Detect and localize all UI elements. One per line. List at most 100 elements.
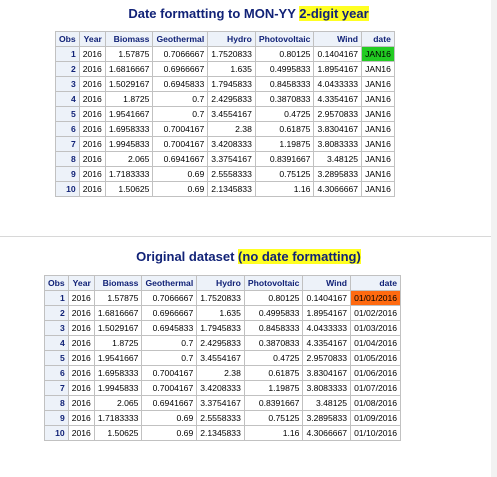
obs-cell: 8: [55, 151, 80, 167]
table-cell: 2.4295833: [196, 335, 245, 351]
table-cell: 01/07/2016: [350, 380, 402, 396]
table-cell: 0.6966667: [141, 305, 198, 321]
table-cell: 1.57875: [93, 290, 143, 306]
table-cell: 2016: [78, 181, 106, 197]
table-cell: 01/08/2016: [350, 395, 402, 411]
table2-title: Original dataset (no date formatting): [0, 249, 497, 264]
table-row: 4 2016 1.8725 0.7 2.4295833 0.3870833 4.335416…: [55, 91, 395, 107]
obs-cell: 5: [55, 106, 80, 122]
obs-cell: 4: [55, 91, 80, 107]
table-cell: 2016: [78, 121, 106, 137]
obs-cell: 2: [44, 305, 69, 321]
table-cell: 1.7520833: [196, 290, 245, 306]
table-cell: 3.8304167: [302, 365, 352, 381]
table-cell: 0.7: [141, 350, 198, 366]
table-cell: 2.4295833: [207, 91, 256, 107]
table-cell: JAN16: [361, 166, 395, 182]
table-cell: 2016: [67, 380, 95, 396]
table-cell: 4.3066667: [302, 425, 352, 441]
table-cell: 1.19875: [243, 380, 304, 396]
table-cell: 2016: [67, 305, 95, 321]
table-cell: 3.4208333: [196, 380, 245, 396]
table-cell: 3.4554167: [207, 106, 256, 122]
column-header: date: [361, 31, 395, 47]
table-row: 5 2016 1.9541667 0.7 3.4554167 0.4725 2.957083…: [55, 106, 395, 122]
table-cell: 3.4208333: [207, 136, 256, 152]
table-cell: 2016: [67, 365, 95, 381]
scrollbar-track[interactable]: [491, 0, 497, 477]
column-header: Obs: [44, 275, 69, 291]
table-cell: 01/05/2016: [350, 350, 402, 366]
table-cell: 01/01/2016: [350, 290, 402, 306]
table-cell: 1.635: [196, 305, 245, 321]
table-cell: 0.4995833: [254, 61, 315, 77]
table-cell: 1.16: [254, 181, 315, 197]
obs-cell: 10: [55, 181, 80, 197]
table-cell: 2016: [67, 350, 95, 366]
formatted-date-table: Obs Year Biomass Geothermal Hydro Photovoltai…: [55, 31, 395, 197]
table-cell: 1.6958333: [104, 121, 154, 137]
table-cell: 1.5029167: [104, 76, 154, 92]
table1-title: Date formatting to MON-YY 2-digit year: [0, 6, 497, 21]
column-header: Photovoltaic: [243, 275, 304, 291]
table-cell: 0.69: [141, 410, 198, 426]
table-cell: 4.0433333: [302, 320, 352, 336]
table-cell: 1.7183333: [93, 410, 143, 426]
table-cell: 2016: [67, 425, 95, 441]
column-header: Photovoltaic: [254, 31, 315, 47]
table-row: 10 2016 1.50625 0.69 2.1345833 1.16 4.3066667 J…: [55, 181, 395, 197]
column-header: Biomass: [93, 275, 143, 291]
table-cell: 3.2895833: [302, 410, 352, 426]
table-row: 1 2016 1.57875 0.7066667 1.7520833 0.80125 0.1…: [44, 290, 402, 306]
table-cell: 1.9945833: [104, 136, 154, 152]
table-cell: 0.7066667: [152, 46, 209, 62]
table-cell: 2016: [67, 410, 95, 426]
table-cell: 3.4554167: [196, 350, 245, 366]
table-cell: JAN16: [361, 181, 395, 197]
table-cell: JAN16: [361, 121, 395, 137]
table2-title-text: Original dataset: [136, 249, 235, 264]
table-cell: 1.57875: [104, 46, 154, 62]
table-cell: 0.8391667: [243, 395, 304, 411]
table-cell: JAN16: [361, 76, 395, 92]
obs-cell: 1: [44, 290, 69, 306]
table-cell: 4.3354167: [313, 91, 363, 107]
table-cell: 0.75125: [243, 410, 304, 426]
table1-title-text: Date formatting to MON-YY: [128, 6, 300, 21]
obs-cell: 7: [44, 380, 69, 396]
table-row: 6 2016 1.6958333 0.7004167 2.38 0.61875 3.8304…: [44, 365, 402, 381]
table-row: 3 2016 1.5029167 0.6945833 1.7945833 0.845833…: [44, 320, 402, 336]
table-cell: 3.3754167: [196, 395, 245, 411]
table-cell: 0.69: [141, 425, 198, 441]
table-row: 4 2016 1.8725 0.7 2.4295833 0.3870833 4.335416…: [44, 335, 402, 351]
table-cell: 0.7: [152, 91, 209, 107]
table2-body: 1 2016 1.57875 0.7066667 1.7520833 0.80125 0.1…: [44, 290, 402, 441]
table-cell: 3.3754167: [207, 151, 256, 167]
table-row: 7 2016 1.9945833 0.7004167 3.4208333 1.19875 3…: [44, 380, 402, 396]
column-header: Obs: [55, 31, 80, 47]
table-cell: JAN16: [361, 151, 395, 167]
table-cell: 0.75125: [254, 166, 315, 182]
table-cell: 3.48125: [302, 395, 352, 411]
table1-body: 1 2016 1.57875 0.7066667 1.7520833 0.80125 0.1…: [55, 46, 395, 197]
table-cell: 0.3870833: [243, 335, 304, 351]
column-header: Wind: [313, 31, 363, 47]
table-cell: 2016: [78, 61, 106, 77]
table-row: 8 2016 2.065 0.6941667 3.3754167 0.8391667 3.4…: [44, 395, 402, 411]
obs-cell: 9: [44, 410, 69, 426]
table-cell: 0.8458333: [254, 76, 315, 92]
table-cell: JAN16: [361, 61, 395, 77]
table-cell: 0.6945833: [152, 76, 209, 92]
table-cell: 4.3066667: [313, 181, 363, 197]
table-cell: 0.7004167: [141, 380, 198, 396]
obs-cell: 4: [44, 335, 69, 351]
table-cell: 0.8458333: [243, 320, 304, 336]
obs-cell: 6: [44, 365, 69, 381]
table-cell: 1.8954167: [313, 61, 363, 77]
table-cell: 0.1404167: [313, 46, 363, 62]
table-cell: 0.7: [141, 335, 198, 351]
table-cell: 0.4995833: [243, 305, 304, 321]
table-cell: JAN16: [361, 46, 395, 62]
table-cell: 2.065: [104, 151, 154, 167]
table-cell: 0.8391667: [254, 151, 315, 167]
